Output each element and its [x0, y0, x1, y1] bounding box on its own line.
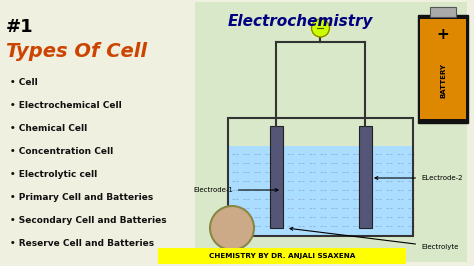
Text: Electrochemistry: Electrochemistry: [227, 14, 373, 29]
Text: • Secondary Cell and Batteries: • Secondary Cell and Batteries: [10, 216, 167, 225]
Text: • Concentration Cell: • Concentration Cell: [10, 147, 113, 156]
Text: BATTERY: BATTERY: [440, 63, 446, 98]
Bar: [228, 118, 413, 236]
Text: • Cell: • Cell: [10, 78, 38, 87]
Text: Types Of Cell: Types Of Cell: [6, 42, 147, 61]
Text: +: +: [437, 27, 449, 42]
Circle shape: [210, 206, 254, 250]
Text: #1: #1: [6, 18, 34, 36]
Bar: [158, 248, 406, 264]
Bar: [418, 15, 468, 123]
Text: • Chemical Cell: • Chemical Cell: [10, 124, 87, 133]
Text: • Primary Cell and Batteries: • Primary Cell and Batteries: [10, 193, 153, 202]
Bar: [195, 2, 467, 262]
Text: ELectrode-2: ELectrode-2: [375, 175, 463, 181]
Text: • Electrolytic cell: • Electrolytic cell: [10, 170, 97, 179]
Circle shape: [310, 17, 331, 39]
Bar: [359, 126, 372, 228]
Bar: [430, 7, 456, 17]
Text: Electrode-1: Electrode-1: [193, 187, 278, 193]
Text: CHEMISTRY BY DR. ANJALI SSAXENA: CHEMISTRY BY DR. ANJALI SSAXENA: [209, 253, 355, 259]
Bar: [270, 126, 283, 228]
Text: • Reserve Cell and Batteries: • Reserve Cell and Batteries: [10, 239, 154, 248]
Text: • Electrochemical Cell: • Electrochemical Cell: [10, 101, 122, 110]
Text: Electrolyte: Electrolyte: [290, 227, 458, 250]
Bar: [229, 146, 412, 236]
Circle shape: [311, 19, 329, 37]
Bar: [420, 19, 466, 119]
